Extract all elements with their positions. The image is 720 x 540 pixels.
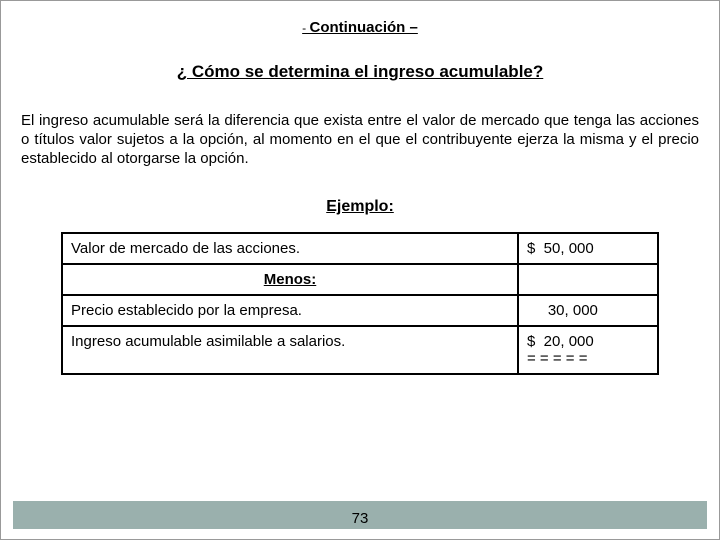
calculation-table-wrap: Valor de mercado de las acciones.$ 50, 0…: [61, 232, 659, 375]
dash-prefix: -: [302, 21, 309, 35]
table-cell-label: Valor de mercado de las acciones.: [62, 233, 518, 264]
example-label: Ejemplo:: [21, 198, 699, 216]
continuation-text: Continuación –: [310, 19, 418, 36]
continuation-header: - Continuación –: [21, 19, 699, 36]
table-row: Ingreso acumulable asimilable a salarios…: [62, 326, 658, 374]
page-number: 73: [1, 510, 719, 527]
body-paragraph: El ingreso acumulable será la diferencia…: [21, 112, 699, 168]
slide-frame: - Continuación – ¿ Cómo se determina el …: [0, 0, 720, 540]
table-row: Precio establecido por la empresa. 30, 0…: [62, 295, 658, 326]
table-cell-value: $ 50, 000: [518, 233, 658, 264]
question-heading: ¿ Cómo se determina el ingreso acumulabl…: [21, 62, 699, 82]
table-cell-label: Menos:: [62, 264, 518, 295]
calculation-table: Valor de mercado de las acciones.$ 50, 0…: [61, 232, 659, 375]
table-row: Menos:: [62, 264, 658, 295]
table-cell-value: [518, 264, 658, 295]
table-cell-label: Ingreso acumulable asimilable a salarios…: [62, 326, 518, 374]
table-cell-value: $ 20, 000 = = = = =: [518, 326, 658, 374]
table-cell-value: 30, 000: [518, 295, 658, 326]
table-row: Valor de mercado de las acciones.$ 50, 0…: [62, 233, 658, 264]
table-cell-label: Precio establecido por la empresa.: [62, 295, 518, 326]
